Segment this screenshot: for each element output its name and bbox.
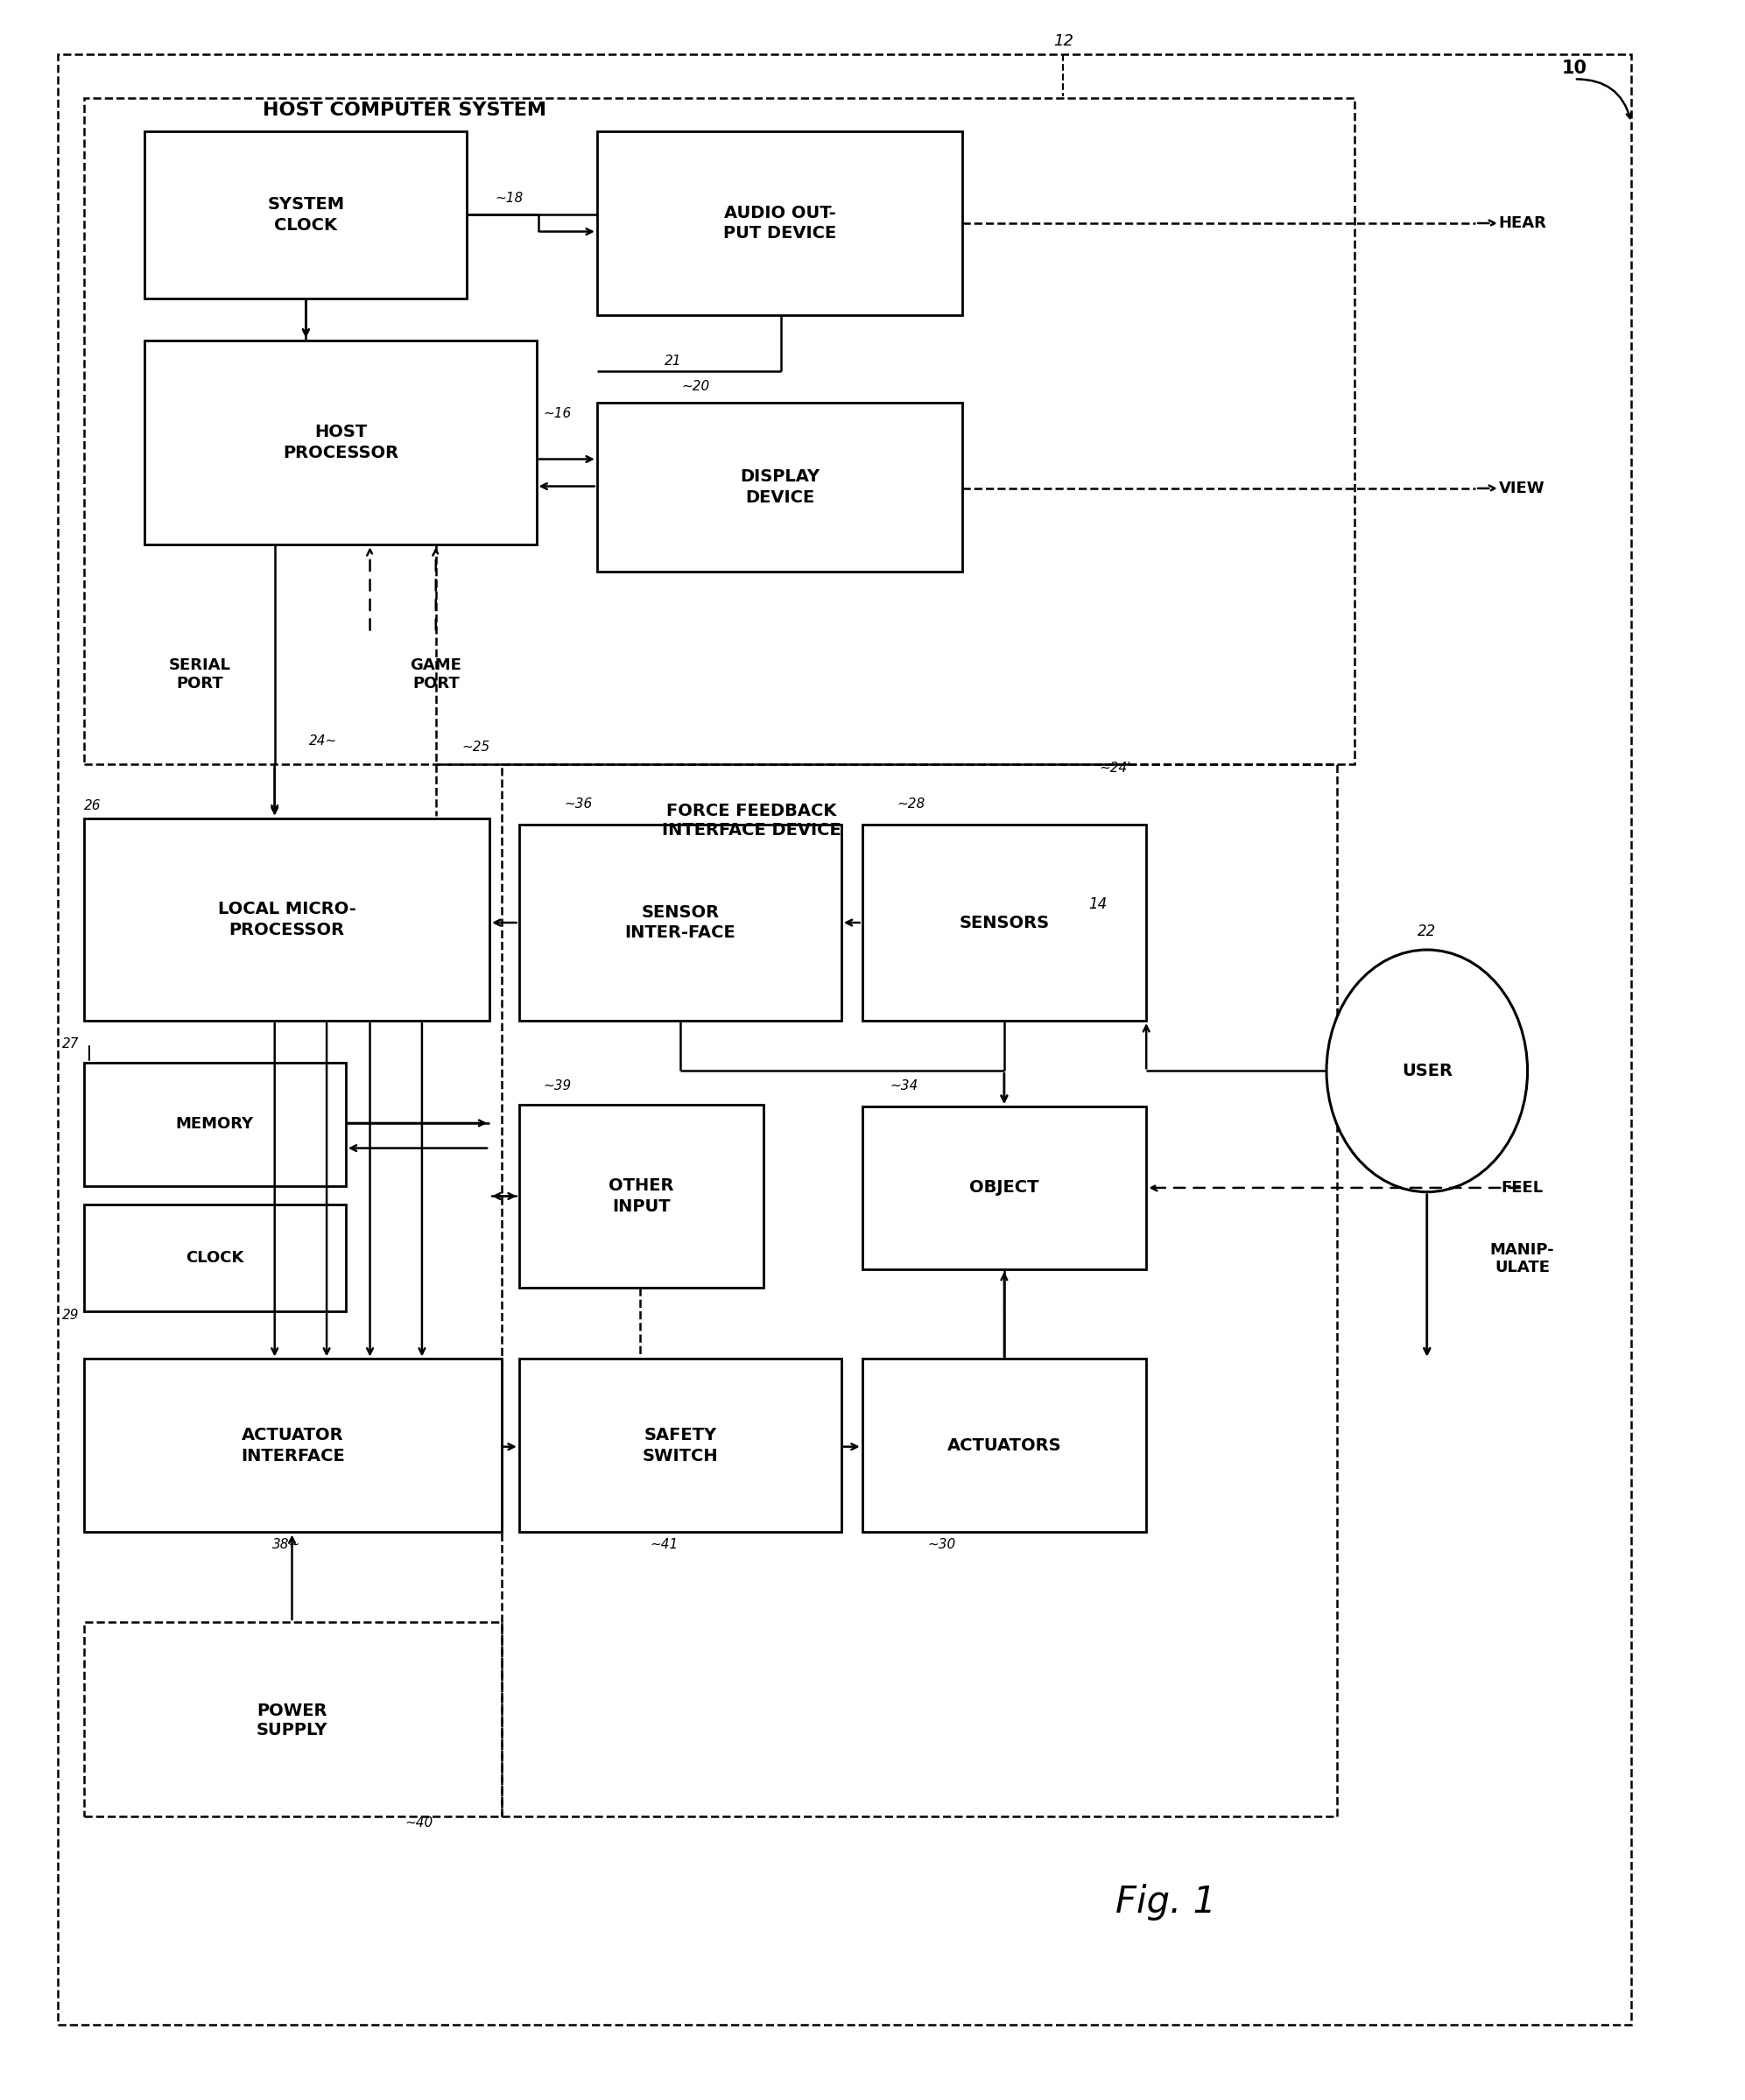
Bar <box>862 1359 1146 1533</box>
Text: SERIAL
PORT: SERIAL PORT <box>169 657 230 691</box>
Text: ~20: ~20 <box>682 380 710 393</box>
Text: 27: 27 <box>61 1037 79 1050</box>
Bar <box>84 1359 501 1533</box>
Text: VIEW: VIEW <box>1499 481 1546 496</box>
Text: ~18: ~18 <box>496 191 524 204</box>
Text: MANIP-
ULATE: MANIP- ULATE <box>1490 1241 1555 1277</box>
Text: ACTUATORS: ACTUATORS <box>948 1436 1061 1453</box>
Bar <box>597 403 963 571</box>
Text: 14: 14 <box>1089 897 1106 911</box>
Text: 38~: 38~ <box>272 1539 300 1552</box>
Text: HEAR: HEAR <box>1499 216 1546 231</box>
Text: ACTUATOR
INTERFACE: ACTUATOR INTERFACE <box>241 1428 346 1464</box>
Text: ~25: ~25 <box>462 741 490 754</box>
Bar <box>597 132 963 315</box>
Text: HOST
PROCESSOR: HOST PROCESSOR <box>283 424 398 462</box>
Text: Fig. 1: Fig. 1 <box>1115 1884 1216 1919</box>
Text: ~34: ~34 <box>890 1079 918 1092</box>
Text: ~24': ~24' <box>1099 762 1131 775</box>
Text: 21: 21 <box>665 355 682 368</box>
Text: ~40: ~40 <box>405 1816 433 1829</box>
Text: LOCAL MICRO-
PROCESSOR: LOCAL MICRO- PROCESSOR <box>218 901 356 939</box>
Bar <box>84 1205 346 1310</box>
Text: HOST COMPUTER SYSTEM: HOST COMPUTER SYSTEM <box>263 101 546 120</box>
Bar <box>862 825 1146 1021</box>
Text: POWER
SUPPLY: POWER SUPPLY <box>257 1703 328 1739</box>
Text: OBJECT: OBJECT <box>970 1180 1038 1197</box>
Text: MEMORY: MEMORY <box>176 1117 255 1132</box>
Text: SENSORS: SENSORS <box>960 914 1049 930</box>
Bar <box>145 132 468 298</box>
Bar <box>84 1621 501 1816</box>
Text: CLOCK: CLOCK <box>185 1250 244 1266</box>
Text: ~41: ~41 <box>651 1539 679 1552</box>
Circle shape <box>1326 949 1527 1193</box>
Bar <box>145 340 536 544</box>
Bar <box>84 99 1354 764</box>
Text: 29: 29 <box>61 1308 79 1321</box>
Bar <box>84 819 490 1021</box>
Text: USER: USER <box>1401 1063 1452 1079</box>
Text: SYSTEM
CLOCK: SYSTEM CLOCK <box>267 195 344 233</box>
Text: ~28: ~28 <box>897 798 925 811</box>
Bar <box>84 1063 346 1186</box>
Text: FORCE FEEDBACK
INTERFACE DEVICE: FORCE FEEDBACK INTERFACE DEVICE <box>661 802 841 838</box>
Text: DISPLAY
DEVICE: DISPLAY DEVICE <box>740 468 820 506</box>
Text: 22: 22 <box>1417 924 1436 939</box>
Bar <box>862 1107 1146 1268</box>
Text: ~36: ~36 <box>564 798 592 811</box>
Text: 10: 10 <box>1562 61 1586 78</box>
Text: ~16: ~16 <box>543 407 572 420</box>
Bar <box>501 764 1337 1817</box>
Text: FEEL: FEEL <box>1501 1180 1543 1195</box>
Bar <box>518 1105 763 1287</box>
Text: ~39: ~39 <box>543 1079 572 1092</box>
Text: SAFETY
SWITCH: SAFETY SWITCH <box>642 1428 719 1464</box>
Text: AUDIO OUT-
PUT DEVICE: AUDIO OUT- PUT DEVICE <box>722 204 836 242</box>
Bar <box>518 1359 841 1533</box>
Text: ~30: ~30 <box>928 1539 956 1552</box>
Text: OTHER
INPUT: OTHER INPUT <box>609 1178 674 1214</box>
Text: 24~: 24~ <box>309 735 337 748</box>
Text: 12: 12 <box>1052 34 1073 50</box>
Text: SENSOR
INTER-FACE: SENSOR INTER-FACE <box>625 903 736 941</box>
Bar <box>518 825 841 1021</box>
Text: GAME
PORT: GAME PORT <box>410 657 462 691</box>
Text: 26: 26 <box>84 800 101 813</box>
